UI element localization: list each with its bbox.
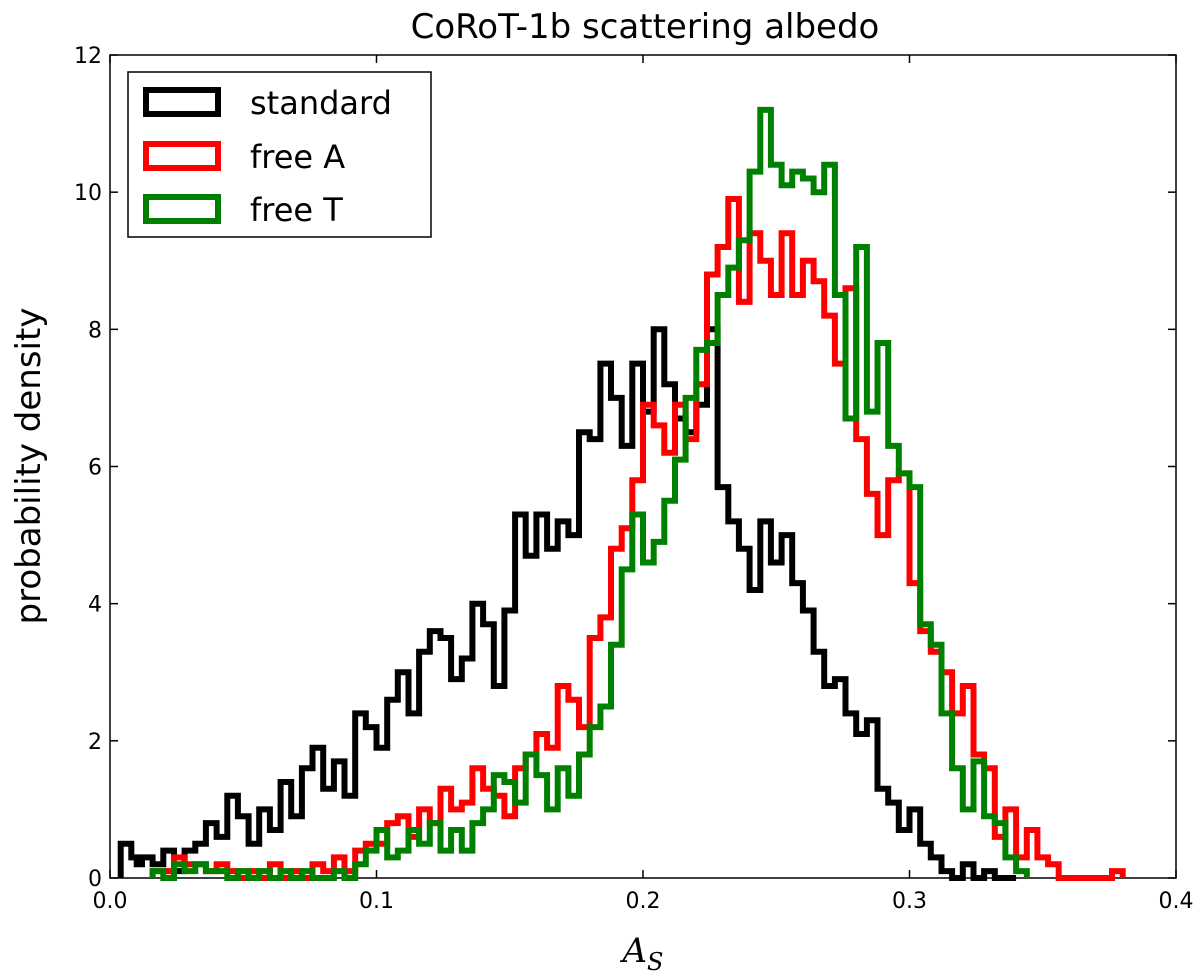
series-line-free-t	[149, 106, 1030, 881]
x-axis-label-main: A	[619, 931, 647, 971]
y-tick-label: 6	[88, 456, 102, 481]
legend: standard free A free T	[127, 71, 432, 238]
x-tick-label: 0.3	[892, 889, 927, 914]
x-tick-label: 0.2	[626, 889, 661, 914]
x-tick-label: 0.0	[93, 889, 128, 914]
y-axis-label: probability density	[9, 308, 49, 625]
legend-label-free-t: free T	[250, 191, 343, 229]
y-tick-label: 2	[88, 730, 102, 755]
y-tick-label: 12	[74, 44, 102, 69]
x-tick-label: 0.1	[359, 889, 394, 914]
legend-entry-free-t: free T	[143, 191, 343, 229]
series-line-standard	[117, 326, 1017, 881]
legend-box	[127, 71, 432, 238]
legend-swatch-free-a	[143, 141, 221, 171]
series-line-free-a	[149, 196, 1126, 881]
legend-label-free-a: free A	[250, 138, 345, 176]
y-tick-label: 4	[88, 593, 102, 618]
x-axis-label: AS	[619, 931, 663, 973]
chart-title: CoRoT-1b scattering albedo	[411, 7, 880, 47]
y-tick-label: 10	[74, 181, 102, 206]
series-group	[117, 106, 1126, 881]
legend-swatch-standard	[143, 87, 221, 117]
legend-swatch-free-t	[143, 194, 221, 224]
y-tick-label: 8	[88, 318, 102, 343]
x-tick-label: 0.4	[1159, 889, 1194, 914]
y-tick-label: 0	[88, 867, 102, 892]
legend-label-standard: standard	[250, 84, 392, 122]
x-axis-label-subscript: S	[647, 948, 663, 973]
axis-ticks: 0.0 0.1 0.2 0.3 0.4 0 2 4 6 8 10 12	[74, 44, 1194, 914]
legend-entry-standard: standard	[143, 84, 392, 122]
legend-entry-free-a: free A	[143, 138, 345, 176]
